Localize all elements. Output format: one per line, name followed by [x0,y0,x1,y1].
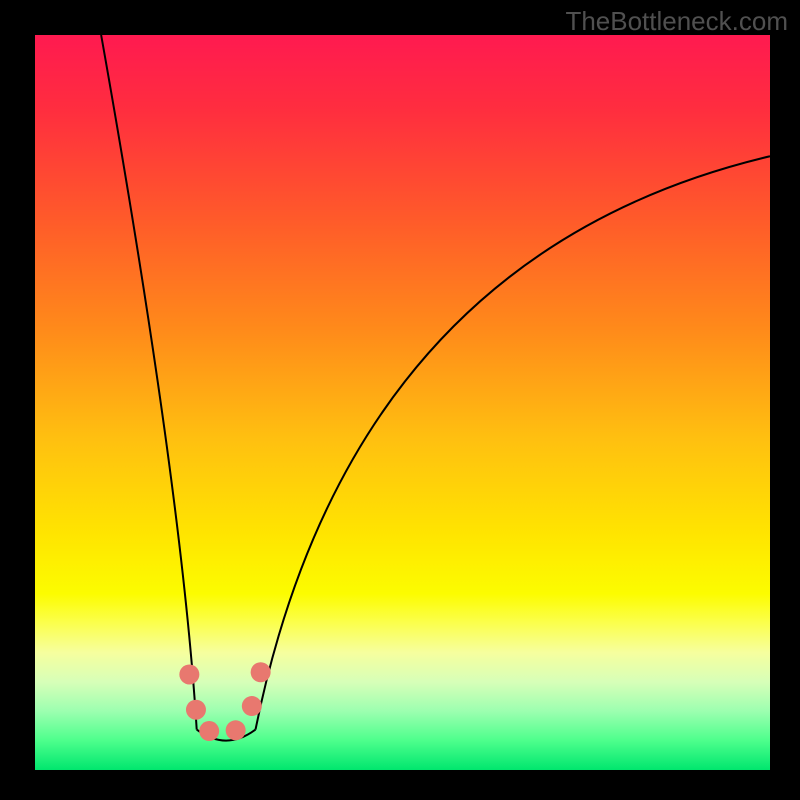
chart-container: { "watermark": { "text": "TheBottleneck.… [0,0,800,800]
marker-point [199,721,219,741]
marker-point [186,700,206,720]
plot-background [35,35,770,770]
chart-svg [0,0,800,800]
marker-point [251,662,271,682]
marker-point [226,720,246,740]
marker-point [242,696,262,716]
marker-point [179,664,199,684]
watermark-text: TheBottleneck.com [565,6,788,37]
